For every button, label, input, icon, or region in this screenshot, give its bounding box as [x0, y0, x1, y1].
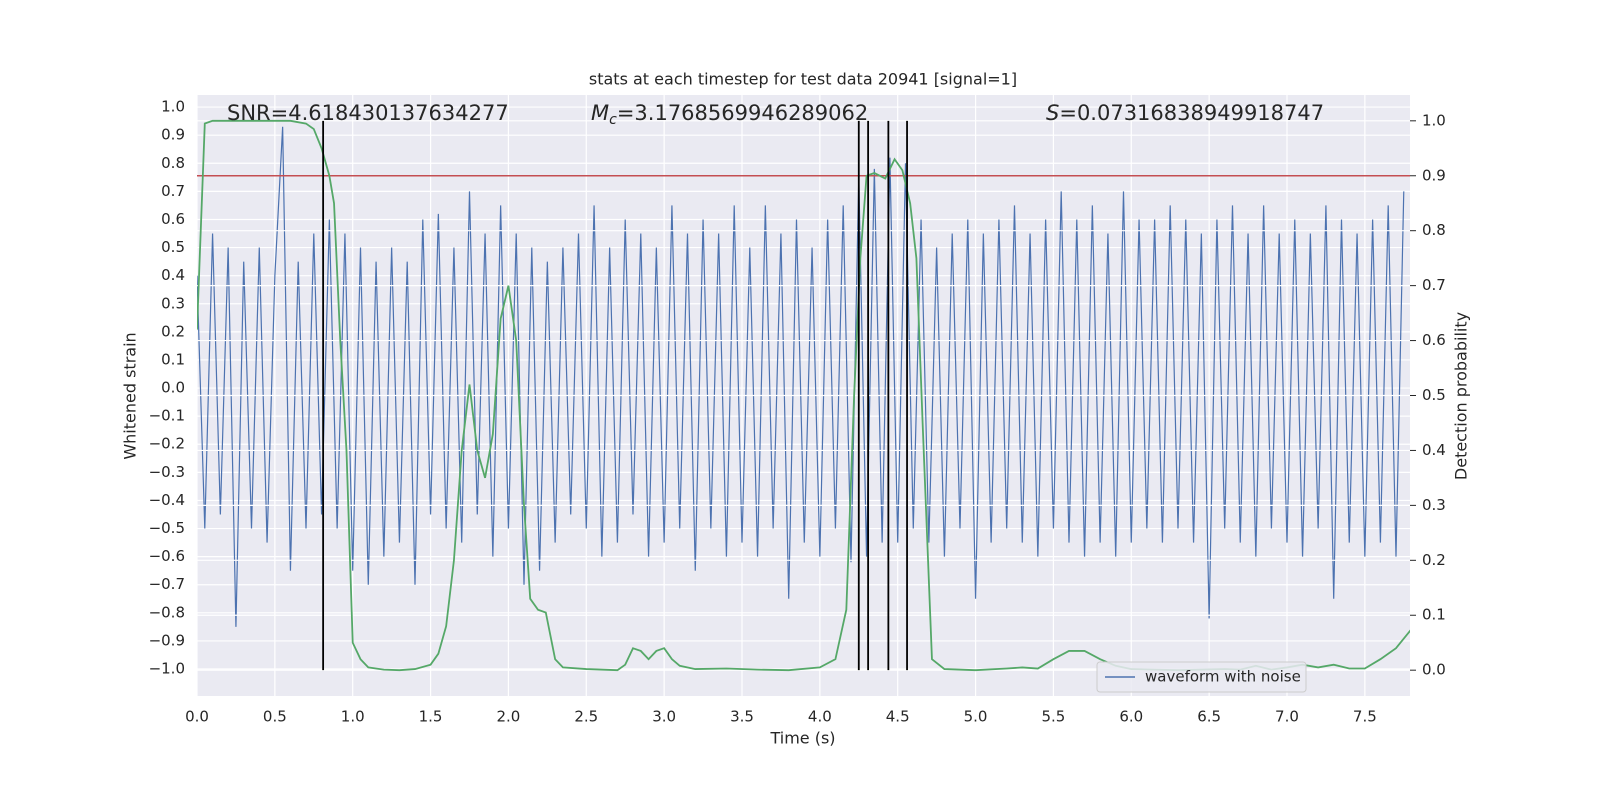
x-tick-label: 4.5 [886, 708, 910, 726]
y-tick-label: −1.0 [149, 660, 185, 678]
x-tick-label: 2.0 [496, 708, 520, 726]
y-tick-label: 0.9 [161, 126, 185, 144]
x-tick-label: 2.5 [574, 708, 598, 726]
y-tick-label: 0.4 [161, 266, 185, 284]
y2-tick-label: 0.3 [1422, 496, 1446, 514]
annotation: SNR=4.618430137634277 [227, 101, 509, 125]
x-tick-label: 3.5 [730, 708, 754, 726]
x-tick-label: 1.0 [341, 708, 365, 726]
y2-tick-label: 0.5 [1422, 386, 1446, 404]
x-tick-label: 1.5 [419, 708, 443, 726]
x-tick-label: 6.0 [1119, 708, 1143, 726]
y2-tick-label: 1.0 [1422, 111, 1446, 129]
y-tick-label: −0.9 [149, 631, 185, 649]
annotation-subscript: c [609, 112, 617, 128]
chart-title: stats at each timestep for test data 209… [589, 70, 1017, 89]
y-tick-label: −0.1 [149, 407, 185, 425]
y-tick-label: −0.3 [149, 463, 185, 481]
annotation: Mc=3.1768569946289062 [591, 101, 868, 128]
legend-label: waveform with noise [1145, 668, 1301, 686]
x-tick-label: 7.0 [1275, 708, 1299, 726]
y2-tick-label: 0.6 [1422, 331, 1446, 349]
annotation-text: =0.07316838949918747 [1059, 101, 1324, 125]
legend-box [1096, 661, 1307, 693]
x-axis-label: Time (s) [769, 729, 835, 748]
x-tick-label: 5.5 [1041, 708, 1065, 726]
y2-tick-label: 0.8 [1422, 221, 1446, 239]
y-tick-label: −0.7 [149, 575, 185, 593]
series-line [197, 126, 1405, 627]
annotation-symbol: M [591, 101, 609, 125]
x-tick-label: 0.0 [185, 708, 209, 726]
y-tick-label: −0.4 [149, 491, 185, 509]
y-tick-label: 0.8 [161, 154, 185, 172]
y-tick-label: −0.8 [149, 603, 185, 621]
y2-tick-label: 0.7 [1422, 276, 1446, 294]
x-tick-label: 3.0 [652, 708, 676, 726]
y2-tick-label: 0.1 [1422, 606, 1446, 624]
annotation-symbol: S [1046, 101, 1059, 125]
annotation-text: =3.1768569946289062 [617, 101, 868, 125]
annotation: S=0.07316838949918747 [1046, 101, 1324, 125]
x-tick-label: 4.0 [808, 708, 832, 726]
x-tick-label: 7.5 [1353, 708, 1377, 726]
y-tick-label: 0.5 [161, 238, 185, 256]
y-tick-label: 0.1 [161, 350, 185, 368]
y2-tick-label: 0.9 [1422, 166, 1446, 184]
y-tick-label: 0.6 [161, 210, 185, 228]
y-tick-label: 0.0 [161, 379, 185, 397]
y-tick-label: −0.2 [149, 435, 185, 453]
y-tick-label: 0.7 [161, 182, 185, 200]
y2-tick-label: 0.4 [1422, 441, 1446, 459]
y2-axis-label: Detection probability [1452, 312, 1471, 480]
y2-tick-label: 0.2 [1422, 551, 1446, 569]
y-axis-label: Whitened strain [121, 332, 140, 459]
y-tick-label: 0.2 [161, 322, 185, 340]
x-tick-label: 6.5 [1197, 708, 1221, 726]
y-tick-label: −0.5 [149, 519, 185, 537]
y2-tick-label: 0.0 [1422, 661, 1446, 679]
x-tick-label: 5.0 [964, 708, 988, 726]
y-tick-label: −0.6 [149, 547, 185, 565]
x-tick-label: 0.5 [263, 708, 287, 726]
y-tick-label: 0.3 [161, 294, 185, 312]
y-tick-label: 1.0 [161, 98, 185, 116]
